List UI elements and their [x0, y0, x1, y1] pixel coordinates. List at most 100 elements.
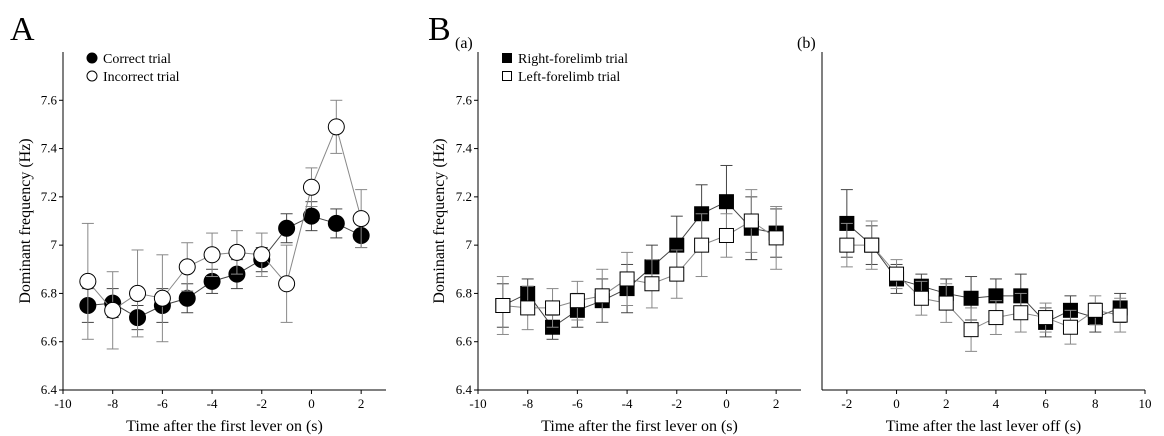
- x-tick-label: -4: [207, 396, 218, 411]
- panel-b-a: B (a) -10 -8 -6 -4 -2 0 2 6.4 6.6 6.8 7 7.2 7.4 7.6 Do…: [428, 11, 801, 435]
- x-tick-label: 0: [308, 396, 315, 411]
- y-axis-label: Dominant frequency (Hz): [17, 138, 34, 303]
- x-tick-label: -10: [54, 396, 71, 411]
- y-tick-label: 7.6: [41, 92, 58, 107]
- data-point: [1063, 320, 1077, 334]
- data-point: [595, 289, 609, 303]
- x-tick-label: 10: [1139, 396, 1152, 411]
- x-tick-label: 2: [358, 396, 365, 411]
- series-line: [847, 245, 1120, 330]
- data-point: [890, 267, 904, 281]
- series-right-forelimb-trial: [840, 190, 1127, 337]
- x-tick-label: -8: [107, 396, 118, 411]
- legend-marker: [87, 53, 97, 63]
- data-point: [229, 244, 245, 260]
- y-tick-label: 7.4: [456, 141, 473, 156]
- y-axis-label: Dominant frequency (Hz): [431, 138, 448, 303]
- data-point: [328, 119, 344, 135]
- legend-label: Right-forelimb trial: [518, 52, 628, 67]
- data-point: [840, 238, 854, 252]
- legend-marker: [87, 71, 97, 81]
- series-line: [847, 223, 1120, 322]
- x-tick-label: -2: [841, 396, 852, 411]
- x-tick-label: 6: [1042, 396, 1049, 411]
- panel-label-a: A: [10, 11, 35, 48]
- data-point: [719, 195, 733, 209]
- x-tick-label: 2: [943, 396, 950, 411]
- y-tick-label: 6.4: [456, 382, 473, 397]
- data-point: [179, 290, 195, 306]
- data-point: [105, 302, 121, 318]
- y-tick-label: 6.8: [456, 285, 472, 300]
- x-tick-label: -8: [522, 396, 533, 411]
- data-point: [570, 294, 584, 308]
- y-tick-label: 7: [51, 237, 58, 252]
- y-tick-label: 6.8: [41, 285, 57, 300]
- data-point: [254, 247, 270, 263]
- data-point: [1113, 308, 1127, 322]
- x-axis-label: Time after the first lever on (s): [541, 418, 738, 435]
- data-point: [303, 179, 319, 195]
- data-point: [939, 296, 953, 310]
- data-point: [964, 323, 978, 337]
- x-tick-label: -2: [256, 396, 267, 411]
- data-point: [546, 301, 560, 315]
- data-point: [328, 215, 344, 231]
- data-point: [719, 228, 733, 242]
- panel-a: A -10 -8 -6 -4 -2 0 2 6.4 6.6 6.8 7 7.2 7.4 7.6 Domina…: [10, 11, 386, 435]
- data-point: [1088, 303, 1102, 317]
- series-correct-trial: [80, 202, 369, 330]
- legend-label: Left-forelimb trial: [518, 70, 620, 85]
- y-tick-label: 7.2: [456, 189, 472, 204]
- x-tick-label: 4: [993, 396, 1000, 411]
- data-point: [496, 299, 510, 313]
- data-point: [279, 276, 295, 292]
- panel-b-b: (b) -2 0 2 4 6 8 10Time after the last lever o…: [797, 35, 1152, 435]
- y-tick-label: 7.2: [41, 189, 57, 204]
- subpanel-label-a: (a): [455, 35, 473, 52]
- x-tick-label: -2: [671, 396, 682, 411]
- series-right-forelimb-trial: [496, 165, 783, 339]
- legend-marker: [503, 54, 512, 63]
- data-point: [989, 311, 1003, 325]
- legend-label: Incorrect trial: [103, 70, 180, 85]
- data-point: [204, 247, 220, 263]
- data-point: [914, 291, 928, 305]
- data-point: [154, 290, 170, 306]
- data-point: [279, 220, 295, 236]
- data-point: [80, 273, 96, 289]
- data-point: [179, 259, 195, 275]
- data-point: [130, 285, 146, 301]
- data-point: [521, 301, 535, 315]
- x-axis-label: Time after the first lever on (s): [126, 418, 323, 435]
- series-left-forelimb-trial: [840, 221, 1127, 351]
- data-point: [1014, 306, 1028, 320]
- y-tick-label: 7.4: [41, 141, 58, 156]
- y-tick-label: 6.6: [456, 334, 473, 349]
- legend-marker: [503, 72, 512, 81]
- series-line: [88, 216, 361, 317]
- legend-label: Correct trial: [103, 52, 171, 67]
- data-point: [670, 267, 684, 281]
- series-left-forelimb-trial: [496, 190, 783, 335]
- x-tick-label: 0: [723, 396, 730, 411]
- panel-label-b: B: [428, 11, 451, 48]
- data-point: [744, 214, 758, 228]
- x-tick-label: 2: [773, 396, 780, 411]
- x-tick-label: -6: [157, 396, 168, 411]
- x-tick-label: 8: [1092, 396, 1099, 411]
- x-tick-label: 0: [893, 396, 900, 411]
- data-point: [353, 211, 369, 227]
- series-incorrect-trial: [80, 100, 369, 349]
- data-point: [1039, 311, 1053, 325]
- y-tick-label: 7: [466, 237, 473, 252]
- x-tick-label: -10: [469, 396, 486, 411]
- x-axis-label: Time after the last lever off (s): [886, 418, 1082, 435]
- y-tick-label: 7.6: [456, 92, 473, 107]
- series-line: [503, 221, 776, 308]
- data-point: [620, 272, 634, 286]
- y-tick-label: 6.6: [41, 334, 58, 349]
- x-tick-label: -6: [572, 396, 583, 411]
- data-point: [865, 238, 879, 252]
